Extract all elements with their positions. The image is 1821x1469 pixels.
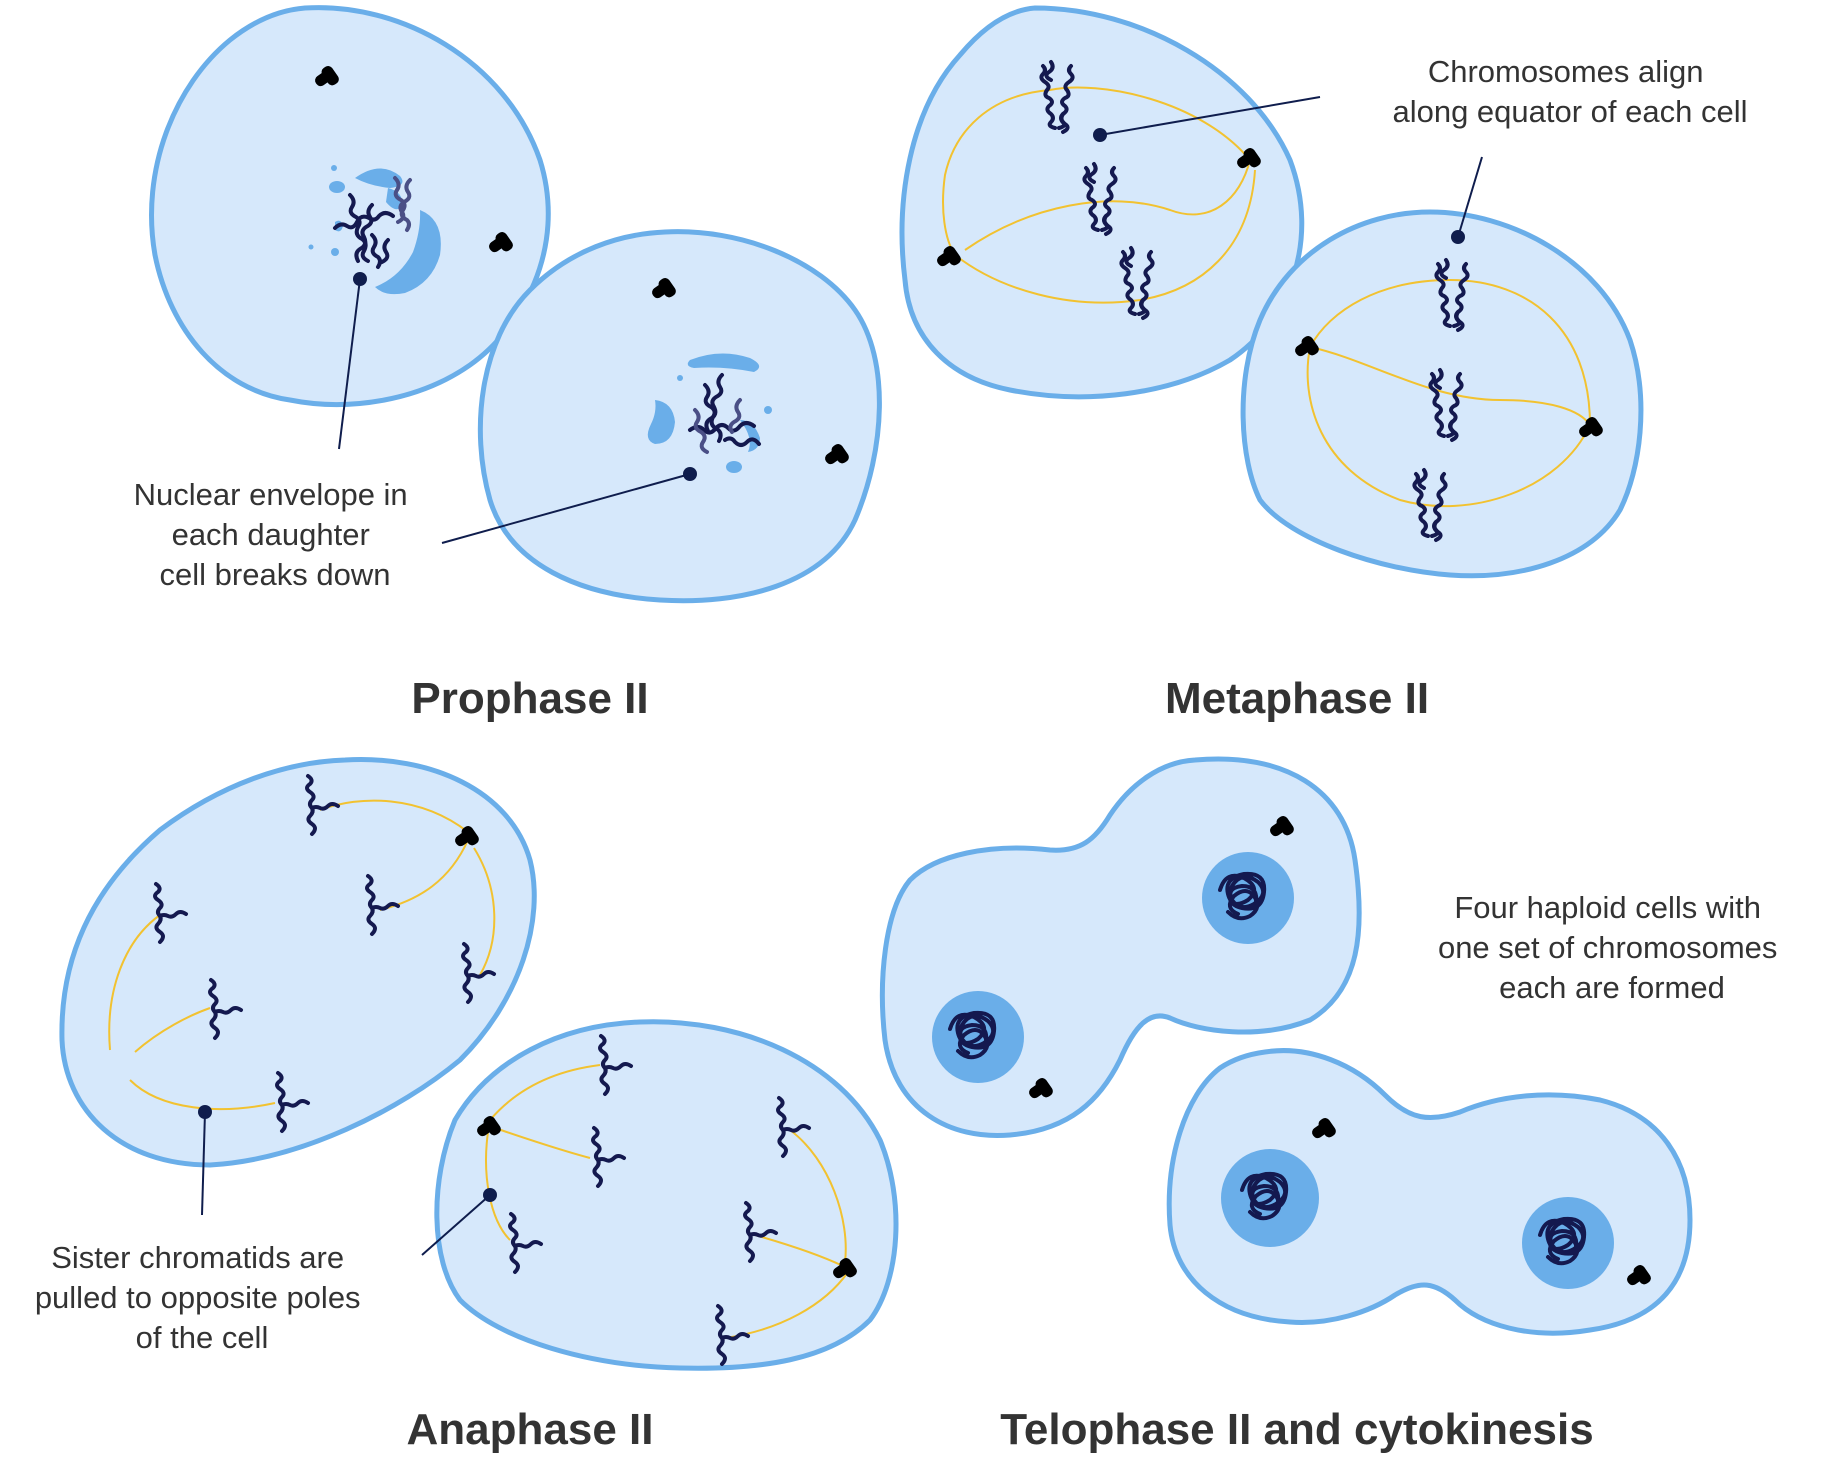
callout-line: [441, 473, 691, 544]
nuclear-envelope-fragment: [331, 248, 339, 256]
spindle-fiber: [379, 839, 469, 911]
nucleus: [1202, 852, 1294, 944]
callout-line: [201, 1111, 206, 1216]
metaphase-title: Metaphase II: [1165, 674, 1429, 723]
nucleus: [1221, 1149, 1319, 1247]
nuclear-envelope-fragment: [647, 400, 675, 444]
telophase-ii-panel: Four haploid cells with one set of chrom…: [879, 756, 1786, 1454]
metaphase-note: Chromosomes align along equator of each …: [1392, 54, 1747, 129]
nuclear-envelope-fragment: [308, 244, 314, 250]
nuclear-envelope-fragment: [740, 420, 760, 452]
nuclear-envelope-fragment: [355, 168, 403, 188]
callout-line: [421, 1194, 491, 1256]
prophase-cell-b: [477, 229, 882, 604]
prophase-title: Prophase II: [411, 674, 648, 723]
callout-line: [338, 278, 361, 450]
spindle-fiber: [789, 1129, 847, 1263]
telophase-note: Four haploid cells with one set of chrom…: [1438, 890, 1786, 1005]
anaphase-title: Anaphase II: [407, 1405, 654, 1454]
anaphase-note: Sister chromatids are pulled to opposite…: [35, 1240, 369, 1355]
metaphase-ii-panel: Chromosomes align along equator of each …: [899, 5, 1748, 723]
callout-line: [1099, 96, 1321, 136]
nucleus: [1522, 1197, 1614, 1289]
spindle-fiber: [129, 1079, 276, 1111]
anaphase-cell-a: [59, 757, 537, 1168]
prophase-note: Nuclear envelope in each daughter cell b…: [134, 477, 417, 592]
telophase-title: Telophase II and cytokinesis: [1000, 1405, 1593, 1454]
spindle-fiber: [108, 914, 161, 1051]
spindle-fiber: [1309, 346, 1591, 426]
spindle-fiber: [1309, 278, 1591, 426]
nuclear-envelope-fragment: [687, 353, 760, 372]
callout-line: [1457, 156, 1483, 238]
nuclear-envelope-fragment: [764, 406, 772, 414]
spindle-fiber: [489, 1064, 601, 1121]
prophase-ii-panel: Nuclear envelope in each daughter cell b…: [134, 5, 882, 723]
chromosome-cluster: [688, 373, 761, 454]
metaphase-cell-b: [1240, 209, 1644, 579]
spindle-fiber: [942, 86, 1251, 256]
spindle-fiber: [1306, 346, 1591, 508]
nucleus: [932, 991, 1024, 1083]
nuclear-envelope-fragment: [396, 287, 402, 293]
nuclear-envelope-fragment: [331, 165, 337, 171]
nuclear-envelope-fragment: [677, 375, 683, 381]
nuclear-envelope-fragment: [375, 210, 441, 295]
nuclear-envelope-fragment: [386, 188, 403, 210]
chromosome-cluster: [333, 176, 412, 269]
spindle-fiber: [473, 847, 496, 976]
anaphase-cell-b: [434, 1019, 899, 1371]
anaphase-ii-panel: Sister chromatids are pulled to opposite…: [35, 757, 899, 1454]
spindle-fiber: [964, 159, 1251, 251]
spindle-fiber: [494, 1127, 591, 1159]
spindle-fiber: [954, 169, 1256, 304]
nuclear-envelope-fragment: [726, 461, 742, 473]
nuclear-envelope-fragment: [329, 181, 345, 193]
spindle-fiber: [134, 1007, 211, 1053]
spindle-fiber: [754, 1234, 844, 1267]
prophase-cell-a: [149, 5, 551, 407]
